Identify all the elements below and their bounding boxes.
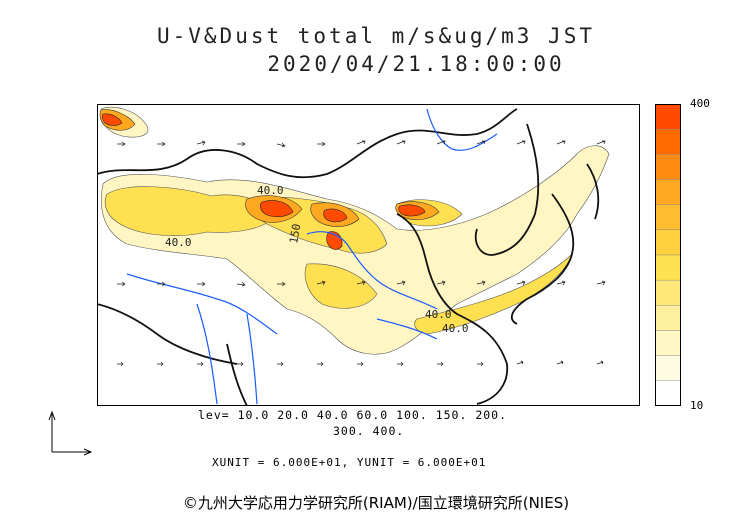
wind-scale-arrows	[48, 410, 93, 456]
map-timestamp: 2020/04/21.18:00:00	[267, 52, 565, 76]
contour-label: 40.0	[425, 308, 452, 321]
contour-label: 150	[287, 223, 303, 245]
wind-vectors	[117, 140, 606, 367]
copyright-notice: ©九州大学応用力学研究所(RIAM)/国立環境研究所(NIES)	[182, 494, 570, 512]
legend-swatch	[655, 128, 681, 155]
unit-info: XUNIT = 6.000E+01, YUNIT = 6.000E+01	[212, 456, 487, 469]
legend-swatch	[655, 279, 681, 306]
contour-levels-cont: 300. 400.	[333, 424, 405, 438]
coastlines	[97, 108, 600, 406]
legend-max-label: 400	[690, 97, 710, 110]
contour-label: 40.0	[257, 184, 284, 197]
legend-swatch	[655, 254, 681, 281]
dust-map: 40.0 40.0 150 40.0 40.0	[97, 104, 640, 406]
legend-swatch	[655, 104, 681, 130]
legend-swatch	[655, 330, 681, 356]
map-title: U-V&Dust total m/s&ug/m3 JST	[156, 24, 595, 48]
legend-swatch	[655, 355, 681, 382]
contour-label: 40.0	[165, 236, 192, 249]
legend-swatch	[655, 204, 681, 231]
rivers	[126, 108, 498, 405]
contour-label: 40.0	[442, 322, 469, 335]
legend-swatch	[655, 179, 681, 205]
legend-min-label: 10	[690, 399, 704, 412]
legend-swatch	[655, 380, 681, 406]
legend-swatch	[655, 229, 681, 256]
color-legend	[655, 104, 681, 406]
legend-swatch	[655, 154, 681, 180]
contour-levels: lev= 10.0 20.0 40.0 60.0 100. 150. 200.	[198, 408, 508, 422]
legend-swatch	[655, 305, 681, 331]
